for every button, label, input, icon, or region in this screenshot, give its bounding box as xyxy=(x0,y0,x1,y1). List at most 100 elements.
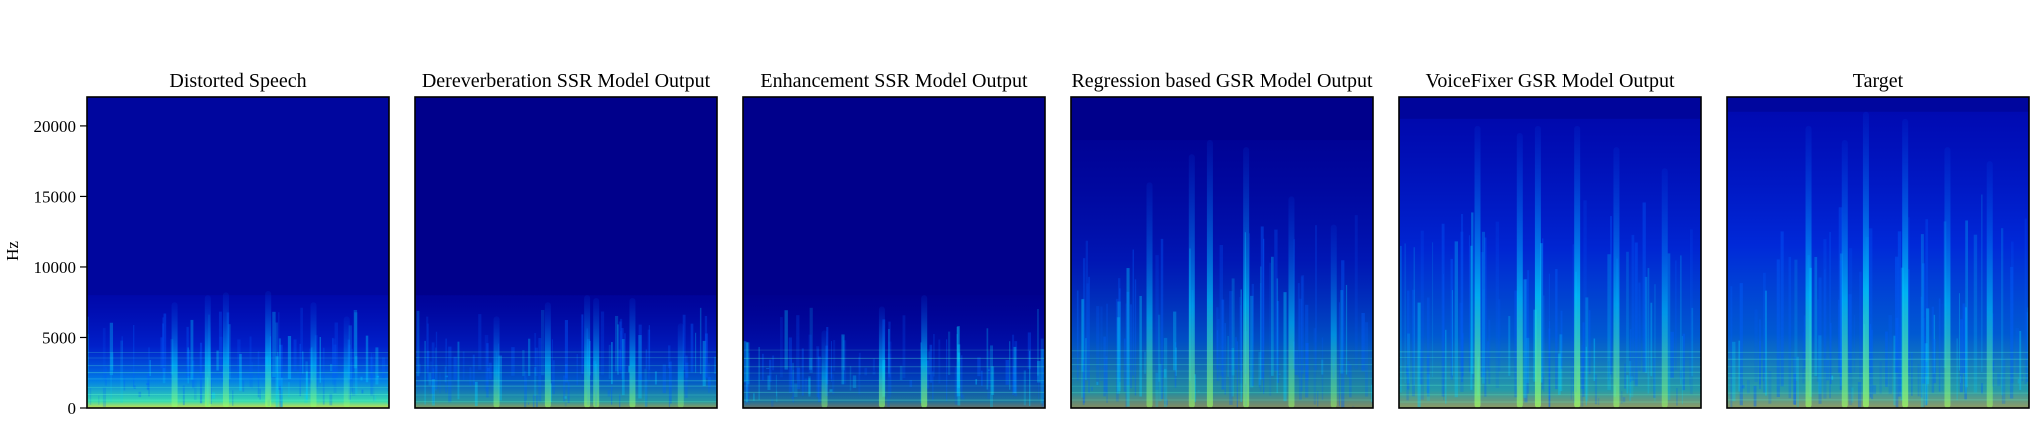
spectral-speckle xyxy=(1957,338,1958,400)
spectral-speckle xyxy=(1461,214,1463,382)
spectral-speckle xyxy=(163,314,166,374)
spectral-speckle xyxy=(110,353,113,371)
spectral-speckle xyxy=(538,338,541,402)
spectral-speckle xyxy=(1427,298,1430,397)
spectral-speckle xyxy=(133,325,134,388)
spectral-speckle xyxy=(1352,406,1354,407)
spectral-speckle xyxy=(1088,277,1090,393)
spectral-speckle xyxy=(1754,386,1757,407)
spectral-speckle xyxy=(1871,330,1873,399)
spectral-speckle xyxy=(938,339,940,383)
spectral-speckle xyxy=(373,354,374,401)
spectral-speckle xyxy=(1117,317,1120,393)
spectral-speckle xyxy=(769,360,771,382)
onset-streak xyxy=(1806,126,1812,408)
spectral-speckle xyxy=(1732,342,1735,401)
y-tick-label: 15000 xyxy=(34,187,77,206)
spectral-speckle xyxy=(1573,244,1574,391)
spectral-speckle xyxy=(1283,292,1286,401)
spectral-speckle xyxy=(439,373,441,394)
spectral-speckle xyxy=(1263,239,1264,394)
spectral-speckle xyxy=(2011,242,2014,383)
spectral-speckle xyxy=(362,390,364,394)
spectral-speckle xyxy=(1683,334,1685,390)
spectral-speckle xyxy=(1013,366,1016,393)
spectral-speckle xyxy=(1777,259,1780,397)
spectral-speckle xyxy=(370,357,373,395)
panel-title: Distorted Speech xyxy=(169,70,306,92)
spectral-speckle xyxy=(242,381,244,392)
spectral-speckle xyxy=(1826,359,1829,380)
spectral-speckle xyxy=(1523,279,1526,397)
spectral-speckle xyxy=(1558,353,1561,394)
spectral-speckle xyxy=(1933,339,1935,383)
spectrogram-panel: Distorted Speech xyxy=(87,70,389,408)
spectral-speckle xyxy=(745,394,747,405)
spectral-speckle xyxy=(831,341,832,382)
spectral-speckle xyxy=(478,314,481,370)
spectral-speckle xyxy=(1670,332,1673,378)
spectral-speckle xyxy=(873,358,875,370)
spectral-speckle xyxy=(536,395,538,407)
spectral-speckle xyxy=(351,349,353,393)
spectral-speckle xyxy=(1314,328,1316,404)
spectral-speckle xyxy=(850,366,852,390)
onset-streak xyxy=(1475,126,1481,408)
spectral-speckle xyxy=(933,334,935,377)
spectral-speckle xyxy=(469,367,471,386)
spectral-speckle xyxy=(745,381,747,393)
spectral-speckle xyxy=(1823,239,1826,398)
spectral-speckle xyxy=(1561,311,1563,369)
spectral-speckle xyxy=(1889,315,1892,394)
spectral-speckle xyxy=(1635,243,1638,387)
onset-streak xyxy=(822,330,828,408)
spectral-speckle xyxy=(808,335,811,373)
spectral-speckle xyxy=(2002,358,2005,403)
spectral-speckle xyxy=(1793,357,1796,404)
spectral-speckle xyxy=(475,382,478,406)
onset-streak xyxy=(172,302,178,408)
spectral-speckle xyxy=(1365,322,1368,396)
spectral-speckle xyxy=(417,311,420,376)
spectral-speckle xyxy=(1974,235,1977,393)
spectral-speckle xyxy=(1759,319,1760,389)
spectral-speckle xyxy=(685,363,688,378)
spectral-speckle xyxy=(1595,375,1597,405)
onset-streak xyxy=(494,316,500,408)
onset-streak xyxy=(1189,154,1195,408)
spectral-speckle xyxy=(1239,297,1241,383)
spectral-speckle xyxy=(618,349,621,372)
y-tick-label: 0 xyxy=(68,399,77,418)
panel-title: Regression based GSR Model Output xyxy=(1071,70,1373,92)
spectral-speckle xyxy=(780,317,783,377)
spectral-speckle xyxy=(305,361,307,398)
spectral-speckle xyxy=(645,379,647,407)
spectral-speckle xyxy=(607,385,609,386)
spectral-speckle xyxy=(1472,374,1474,379)
spectral-speckle xyxy=(533,394,535,407)
spectral-speckle xyxy=(1925,384,1928,404)
spectral-speckle xyxy=(320,337,321,383)
spectral-speckle xyxy=(1648,268,1650,394)
spectral-speckle xyxy=(622,339,625,395)
y-tick-label: 10000 xyxy=(34,258,77,277)
spectral-speckle xyxy=(1220,245,1223,376)
spectral-speckle xyxy=(975,379,977,385)
spectral-speckle xyxy=(1543,295,1544,376)
spectral-speckle xyxy=(1526,338,1529,383)
spectral-speckle xyxy=(1038,367,1039,399)
onset-streak xyxy=(629,298,635,408)
spectral-speckle xyxy=(581,314,583,374)
spectral-speckle xyxy=(1997,373,2000,386)
spectral-speckle xyxy=(961,395,964,400)
onset-streak xyxy=(678,323,684,408)
spectral-speckle xyxy=(1096,382,1098,385)
spectral-speckle xyxy=(609,345,611,379)
spectral-speckle xyxy=(1802,332,1804,383)
spectral-speckle xyxy=(1432,242,1433,377)
spectral-speckle xyxy=(1083,360,1085,405)
spectral-speckle xyxy=(1859,272,1862,380)
spectral-speckle xyxy=(1274,230,1277,372)
spectral-speckle xyxy=(766,368,769,369)
